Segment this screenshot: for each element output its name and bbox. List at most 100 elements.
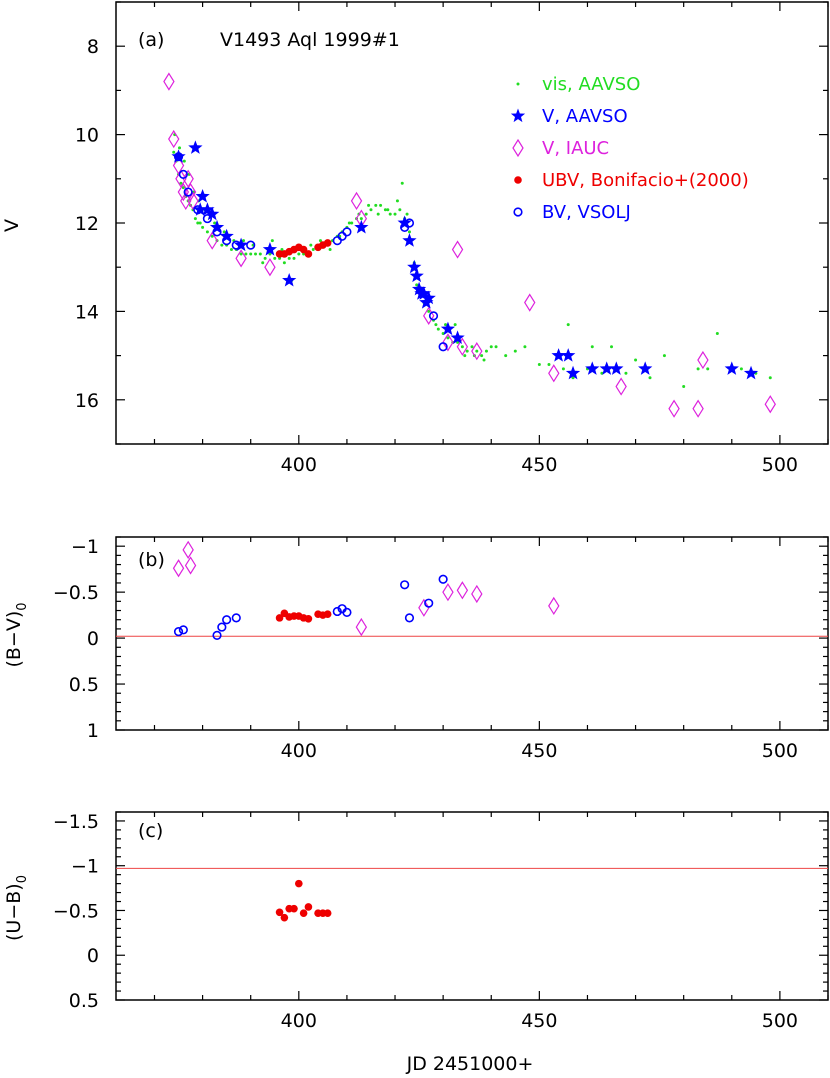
series-star [171,140,759,380]
panel-c-ylabel-main: (U−B) [3,883,25,941]
data-point [615,377,627,396]
data-point [724,361,739,375]
panel-a-ticks: 400 450 500 8 10 12 14 16 [75,1,829,476]
data-point [504,354,508,358]
data-point [282,261,286,265]
data-point [332,606,342,617]
data-point [561,348,576,362]
data-point [182,169,194,188]
data-point [393,212,397,216]
panel-b-frame [115,536,829,731]
data-point [171,149,186,163]
y-tick-label: 0 [87,945,99,967]
data-point [743,365,759,380]
data-point [217,622,227,632]
data-point [355,617,368,637]
series-filled-circle [275,879,332,922]
y-tick-label: −0.5 [53,900,99,922]
data-point [280,913,289,922]
data-point [210,234,214,238]
y-tick-label: 0 [87,628,99,650]
data-point [205,206,220,221]
data-point [547,362,551,366]
panel-b-ylabel: (B−V)0 [3,602,30,667]
legend-marker [510,108,526,123]
data-point [405,212,409,216]
data-point [246,240,256,250]
panel-b-ticks: 400 450 500 −1 −0.5 0 0.5 1 [53,536,829,762]
data-point [397,215,412,230]
x-tick-label: 400 [281,740,317,762]
y-tick-label: 0.5 [69,674,99,696]
data-point [442,333,454,352]
data-point [323,239,332,247]
x-tick-label: 500 [762,454,798,476]
data-point [398,208,402,212]
legend-marker [512,138,524,158]
legend-label: V, IAUC [542,138,609,159]
data-point [196,221,200,225]
data-point [359,217,363,221]
data-point [323,610,332,618]
data-point [438,574,448,584]
data-point [258,252,262,256]
data-point [222,230,226,234]
data-point [450,330,465,344]
data-point [463,354,467,358]
data-point [193,202,208,216]
panel-c-ticks: 400 450 500 −1.5 −1 −0.5 0 0.5 [53,811,829,1032]
panel-b-label: (b) [138,549,165,571]
data-point [482,358,486,362]
data-point [263,256,267,260]
y-tick-label: 1 [87,720,99,742]
data-point [610,345,614,349]
data-point [451,240,464,259]
x-tick-label: 400 [281,1010,317,1032]
data-point [416,286,432,300]
data-point [697,350,709,370]
data-point [299,909,308,917]
data-point [706,367,710,371]
x-axis-label: JD 2451000+ [406,1053,534,1075]
data-point [261,261,265,265]
data-point [409,268,424,283]
data-point [402,233,417,247]
panel-b-ylabel-main: (B−V) [3,611,25,668]
y-tick-label: −1.5 [53,811,99,833]
data-point [551,348,566,362]
series-filled-circle [275,239,332,258]
y-tick-label: 8 [87,36,99,58]
data-point [292,256,296,260]
data-point [332,236,342,246]
x-tick-label: 500 [762,1010,798,1032]
data-point [561,367,565,371]
y-tick-label: −1 [71,856,99,878]
data-point [187,191,199,211]
data-point [163,72,175,91]
x-tick-label: 400 [281,454,317,476]
data-point [262,242,278,256]
data-point [668,399,680,418]
y-tick-label: 16 [75,390,99,412]
legend-marker [516,82,520,86]
data-point [460,345,464,349]
series-filled-circle [275,609,332,623]
data-point [648,376,652,380]
series-diamond [163,72,776,418]
legend-label: vis, AAVSO [542,74,640,95]
data-point [342,607,352,617]
data-point [548,596,560,616]
data-point [418,598,430,617]
data-point [537,362,541,366]
data-point [489,345,493,349]
data-point [275,908,284,917]
data-point [182,159,186,163]
data-point [220,243,224,247]
data-point [219,228,234,243]
data-point [692,399,704,418]
data-point [178,146,182,150]
data-point [456,340,460,344]
y-tick-label: 14 [75,301,99,323]
